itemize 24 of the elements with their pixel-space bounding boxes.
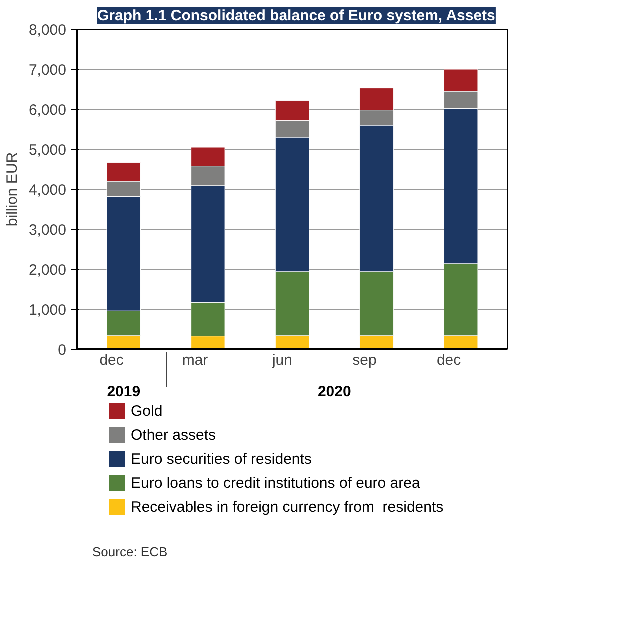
legend-label: Gold bbox=[131, 402, 163, 420]
y-axis-title: billion EUR bbox=[4, 152, 21, 227]
x-tick-label: mar bbox=[182, 352, 208, 369]
y-tick-label: 8,000 bbox=[28, 22, 67, 39]
y-tick-label: 2,000 bbox=[28, 262, 67, 279]
legend-label: Other assets bbox=[131, 426, 216, 444]
y-tick-label: 7,000 bbox=[28, 62, 67, 79]
source-note: Source: ECB bbox=[92, 544, 168, 560]
text: 2019 bbox=[107, 384, 141, 400]
x-tick-label: dec bbox=[436, 352, 462, 369]
y-tick-label: 3,000 bbox=[28, 222, 67, 239]
y-tick-label: 0 bbox=[58, 342, 66, 359]
text: 2020 bbox=[318, 384, 352, 400]
legend-label: Receivables in foreign currency from residents bbox=[131, 498, 444, 516]
x-tick-label: jun bbox=[271, 352, 293, 369]
legend-label: Euro loans to credit institutions of euro area bbox=[131, 474, 420, 492]
y-tick-label: 5,000 bbox=[28, 142, 67, 159]
y-tick-label: 1,000 bbox=[28, 302, 67, 319]
chart-title: Graph 1.1 Consolidated balance of Euro system, Assets bbox=[98, 8, 496, 24]
y-tick-label: 4,000 bbox=[28, 182, 67, 199]
y-tick-label: 6,000 bbox=[28, 102, 67, 119]
legend-label: Euro securities of residents bbox=[131, 450, 312, 468]
x-tick-label: dec bbox=[100, 352, 124, 369]
x-tick-label: sep bbox=[352, 352, 377, 369]
